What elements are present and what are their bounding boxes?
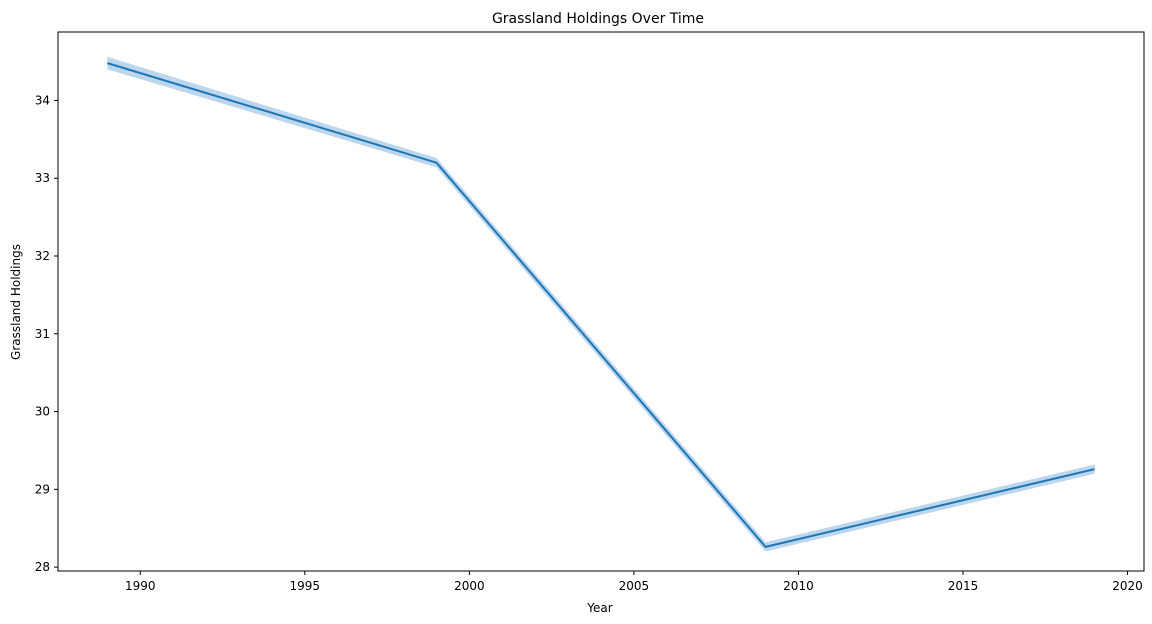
y-axis-ticks: 28 29 30 31 32 33 34 — [35, 93, 58, 574]
y-tick-label: 33 — [35, 171, 50, 185]
x-tick-label: 2000 — [454, 579, 485, 593]
x-tick-label: 2005 — [619, 579, 650, 593]
x-axis-label: Year — [586, 601, 612, 615]
plot-area — [57, 31, 1145, 572]
y-axis-label: Grassland Holdings — [9, 244, 23, 360]
y-tick-label: 34 — [35, 93, 50, 107]
y-tick-label: 32 — [35, 249, 50, 263]
y-tick-label: 28 — [35, 560, 50, 574]
x-tick-label: 1995 — [290, 579, 321, 593]
x-axis-ticks: 1990 1995 2000 2005 2010 2015 2020 — [125, 571, 1143, 593]
x-tick-label: 2020 — [1112, 579, 1143, 593]
series-line-layer — [107, 62, 1095, 548]
x-tick-label: 2015 — [948, 579, 979, 593]
x-tick-label: 1990 — [125, 579, 156, 593]
y-tick-label: 30 — [35, 405, 50, 419]
chart-title: Grassland Holdings Over Time — [492, 11, 704, 27]
x-tick-label: 2010 — [783, 579, 814, 593]
plot-frame — [57, 31, 1145, 572]
series-line — [107, 62, 1095, 548]
y-tick-label: 29 — [35, 482, 50, 496]
y-tick-label: 31 — [35, 327, 50, 341]
